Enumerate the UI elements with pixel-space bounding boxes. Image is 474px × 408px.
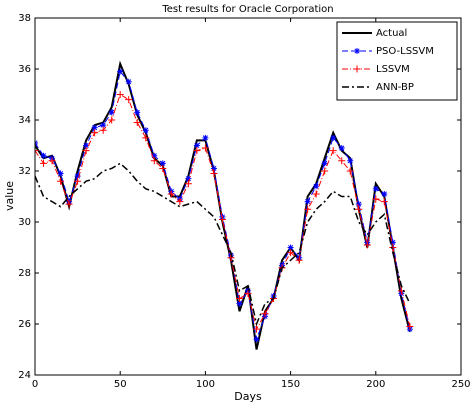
y-tick-label: 32 xyxy=(18,166,31,177)
marker xyxy=(99,126,107,134)
marker xyxy=(40,159,48,167)
marker xyxy=(193,147,201,155)
marker xyxy=(295,256,303,264)
marker xyxy=(347,157,354,164)
y-tick-label: 34 xyxy=(18,115,31,126)
y-tick-label: 30 xyxy=(18,217,31,228)
marker xyxy=(312,190,320,198)
marker xyxy=(329,147,337,155)
x-tick-label: 150 xyxy=(281,379,300,390)
marker xyxy=(108,109,115,116)
marker xyxy=(253,336,260,343)
x-tick-label: 250 xyxy=(451,379,470,390)
marker xyxy=(150,157,158,165)
marker xyxy=(167,190,175,198)
marker xyxy=(202,134,209,141)
marker xyxy=(330,134,337,141)
marker xyxy=(83,142,90,149)
marker xyxy=(244,289,252,297)
y-tick-label: 38 xyxy=(18,13,31,24)
marker xyxy=(116,91,124,98)
y-tick-label: 24 xyxy=(18,370,31,381)
marker xyxy=(321,160,328,167)
marker xyxy=(201,144,209,152)
marker xyxy=(380,198,388,206)
marker xyxy=(406,323,414,331)
x-tick-label: 100 xyxy=(196,379,215,390)
marker xyxy=(363,241,371,249)
marker xyxy=(389,239,396,246)
legend-label: PSO-LSSVM xyxy=(376,46,434,57)
marker xyxy=(235,295,243,302)
marker xyxy=(338,157,346,165)
marker xyxy=(159,160,166,167)
marker xyxy=(125,78,132,85)
marker xyxy=(381,190,388,197)
marker xyxy=(74,177,82,185)
marker xyxy=(372,195,380,203)
legend-marker xyxy=(353,65,361,73)
marker xyxy=(193,142,200,149)
marker xyxy=(40,152,47,159)
x-tick-label: 50 xyxy=(114,379,127,390)
marker xyxy=(261,310,269,318)
x-tick-label: 0 xyxy=(32,379,38,390)
marker xyxy=(372,185,379,192)
x-tick-label: 200 xyxy=(366,379,385,390)
marker xyxy=(91,129,99,137)
marker xyxy=(185,175,192,182)
marker xyxy=(82,147,90,155)
plot-frame xyxy=(34,17,462,376)
y-axis-label: value xyxy=(3,181,16,211)
marker xyxy=(159,164,167,172)
legend-label: Actual xyxy=(376,28,407,39)
y-tick-label: 28 xyxy=(18,268,31,279)
marker xyxy=(253,325,261,333)
marker xyxy=(287,249,295,257)
marker xyxy=(355,201,362,208)
marker xyxy=(108,116,116,124)
marker xyxy=(313,183,320,190)
marker xyxy=(210,170,218,178)
marker xyxy=(236,300,243,307)
marker xyxy=(321,167,329,175)
marker xyxy=(117,68,124,75)
series-line xyxy=(35,93,411,331)
marker xyxy=(134,109,141,116)
marker xyxy=(65,200,73,208)
marker xyxy=(304,205,312,213)
marker xyxy=(125,96,133,104)
marker xyxy=(57,170,64,177)
y-tick-label: 36 xyxy=(18,64,31,75)
marker xyxy=(91,124,98,131)
marker xyxy=(74,173,81,180)
marker xyxy=(304,198,311,205)
marker xyxy=(355,205,363,213)
marker xyxy=(133,119,141,127)
marker xyxy=(176,198,184,206)
marker xyxy=(346,167,354,175)
marker xyxy=(142,134,150,142)
marker xyxy=(151,152,158,159)
marker xyxy=(287,244,294,251)
x-axis-label: Days xyxy=(234,390,262,403)
chart-title: Test results for Oracle Corporation xyxy=(161,4,333,15)
marker xyxy=(218,215,226,223)
legend-label: LSSVM xyxy=(376,64,410,75)
marker xyxy=(184,180,192,188)
legend-label: ANN-BP xyxy=(376,82,414,93)
marker xyxy=(48,157,56,165)
marker xyxy=(338,145,345,152)
y-tick-label: 26 xyxy=(18,319,31,330)
marker xyxy=(210,165,217,172)
marker xyxy=(100,122,107,129)
marker xyxy=(389,244,397,251)
marker xyxy=(57,177,65,185)
marker xyxy=(142,127,149,134)
marker xyxy=(35,147,39,155)
legend-marker xyxy=(354,48,360,54)
plot xyxy=(35,60,414,350)
series-line xyxy=(35,162,411,327)
